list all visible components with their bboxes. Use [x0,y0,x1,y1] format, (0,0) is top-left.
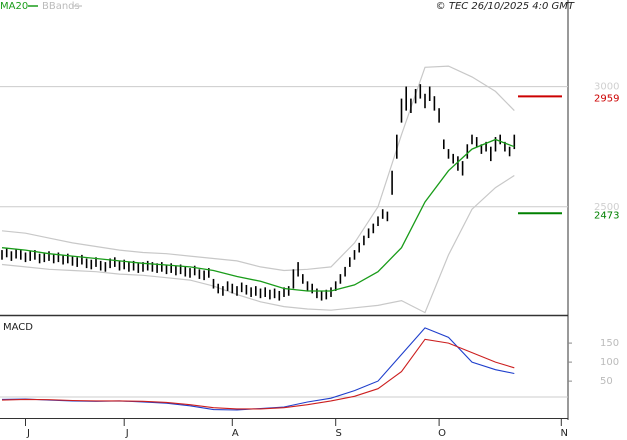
macd-line [1,338,515,410]
bband-upper [1,65,515,272]
macd-plot [1,327,515,411]
y-tick-label: 50 [600,376,613,387]
x-tick-label: A [232,428,239,439]
x-tick-label: O [438,428,446,439]
ma20-line [1,138,515,292]
x-tick-label: J [26,428,30,439]
bband-lower [1,174,515,314]
credit: © TEC 26/10/2025 4:0 GMT [436,1,575,12]
y-tick-label: 100 [600,357,619,368]
level-label: 2473 [594,210,619,221]
y-tick-label: 3000 [594,82,619,93]
x-tick-label: N [561,428,568,439]
y-tick-label: 2500 [594,202,619,213]
level-label: 2959 [594,93,619,104]
x-tick-label: S [336,428,342,439]
macd-title: MACD [3,322,33,333]
x-tick-label: J [125,428,129,439]
legend-bbands: BBands [42,1,80,12]
y-tick-label: 150 [600,338,619,349]
price-plot [1,65,516,314]
legend-ma20: MA20 [0,1,28,12]
